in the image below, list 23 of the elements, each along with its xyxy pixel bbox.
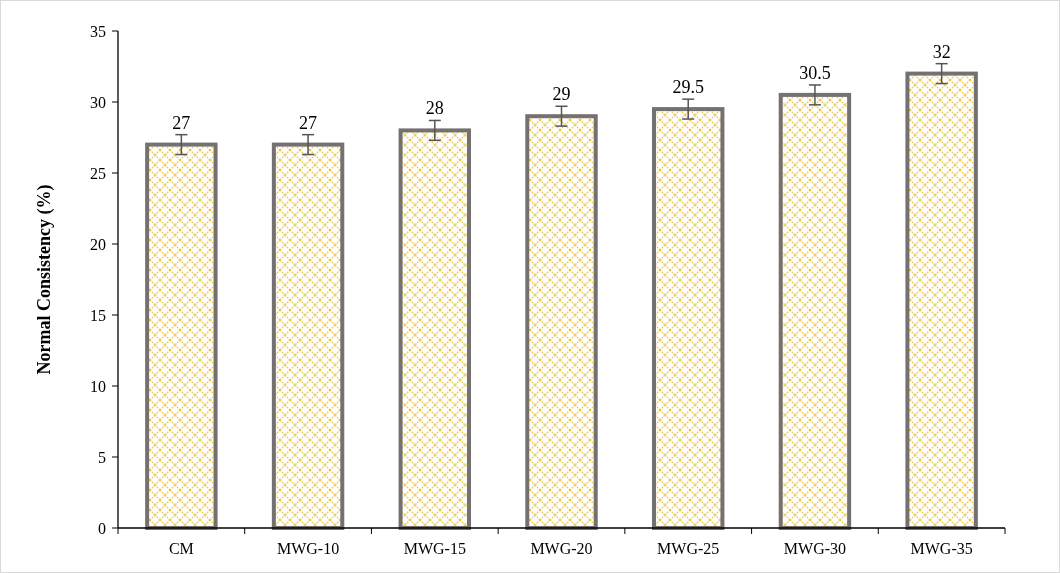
y-axis-title: Normal Consistency (%) — [34, 184, 55, 375]
x-tick-label: MWG-35 — [910, 540, 973, 557]
y-tick-label: 15 — [90, 306, 106, 324]
x-tick-label: MWG-15 — [403, 540, 466, 557]
data-label: 28 — [425, 98, 444, 119]
data-label: 27 — [172, 112, 191, 133]
data-label: 29 — [552, 84, 571, 105]
data-label: 30.5 — [799, 62, 831, 83]
x-tick-label: MWG-20 — [530, 540, 593, 557]
data-label: 32 — [932, 41, 951, 62]
x-tick-label: CM — [168, 540, 194, 557]
data-label: 29.5 — [672, 77, 704, 98]
y-tick-label: 25 — [90, 164, 106, 182]
y-tick-label: 10 — [90, 377, 106, 395]
y-tick-label: 5 — [98, 448, 106, 466]
x-tick-label: MWG-30 — [783, 540, 847, 557]
y-tick-label: 35 — [90, 22, 106, 40]
y-tick-label: 20 — [90, 235, 106, 253]
x-tick-label: MWG-25 — [657, 540, 720, 557]
y-tick-label: 30 — [90, 93, 106, 111]
x-tick-label: MWG-10 — [276, 540, 340, 557]
data-label: 27 — [299, 112, 318, 133]
y-tick-label: 0 — [98, 519, 106, 537]
